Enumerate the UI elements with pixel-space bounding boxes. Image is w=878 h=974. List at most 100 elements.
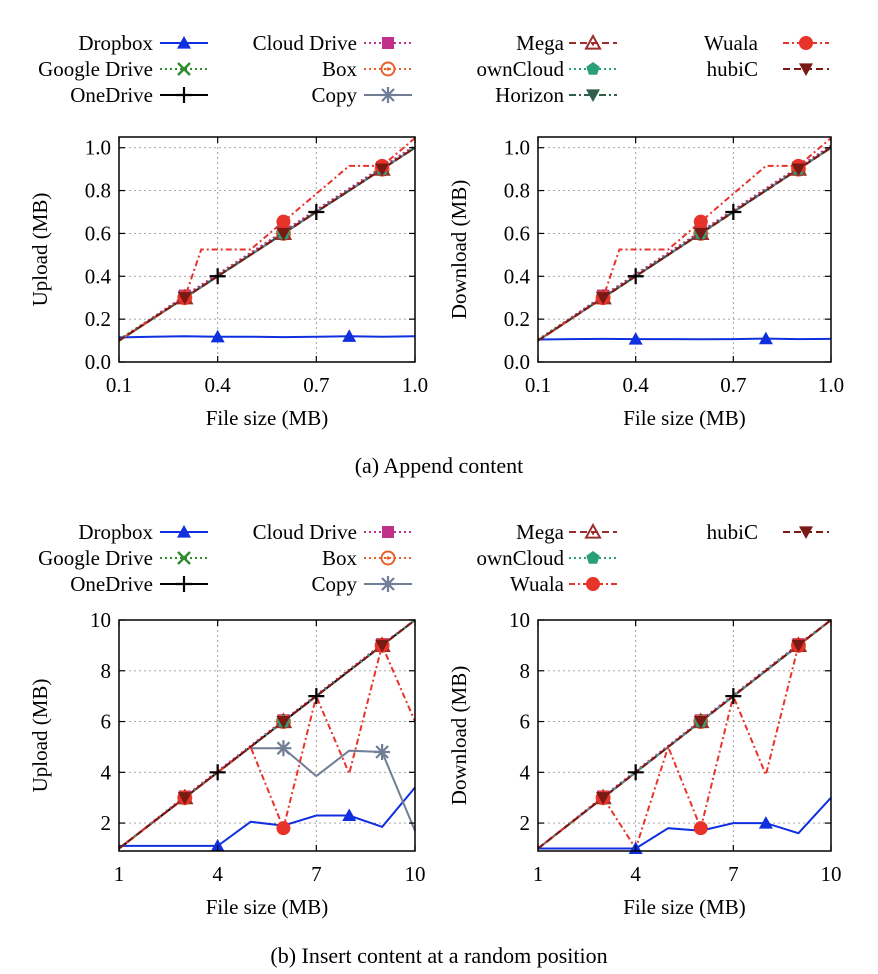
legend-label: OneDrive bbox=[70, 83, 153, 107]
data-point-onedrive bbox=[308, 688, 325, 705]
chart-panel-1: 0.1 0.4 0.7 1.0 0.0 0.2 0.4 0.6 0.8 1.0 File size … bbox=[28, 31, 829, 430]
legend-label: OneDrive bbox=[70, 572, 153, 596]
series-line-hubic bbox=[537, 146, 832, 342]
legend-marker-shape bbox=[586, 89, 600, 102]
legend-marker-dot bbox=[386, 67, 390, 71]
legend-marker bbox=[176, 87, 192, 103]
x-axis-label: File size (MB) bbox=[206, 895, 328, 919]
data-point-onedrive bbox=[627, 764, 644, 781]
legend-label: Mega bbox=[516, 31, 564, 55]
series-line-dropbox bbox=[119, 786, 416, 847]
x-tick-label: 10 bbox=[405, 862, 426, 886]
series-markers bbox=[176, 158, 391, 343]
data-point-hubic-shape bbox=[693, 227, 708, 241]
data-point-copy-shape bbox=[374, 744, 391, 760]
y-tick-label: 0.0 bbox=[504, 350, 530, 374]
legend-entry-dropbox: Dropbox bbox=[78, 31, 208, 55]
data-point-hubic-shape bbox=[596, 792, 611, 805]
legend-entry-dropbox: Dropbox bbox=[78, 520, 208, 544]
series-line-hubic bbox=[118, 619, 416, 850]
legend-marker-shape bbox=[586, 551, 600, 564]
legend-marker bbox=[380, 550, 396, 566]
chart-panel-4: 1 4 7 10 2 4 6 8 10 File size (MB) Download (MB) bbox=[447, 608, 842, 919]
x-tick-label: 1.0 bbox=[818, 373, 844, 397]
legend-label: Box bbox=[322, 546, 358, 570]
y-tick-label: 10 bbox=[509, 608, 530, 632]
data-point-hubic bbox=[276, 227, 291, 241]
y-tick-label: 0.2 bbox=[85, 307, 111, 331]
legend-label: ownCloud bbox=[476, 57, 564, 81]
legend-entry-google-drive: Google Drive bbox=[38, 57, 208, 81]
series-markers bbox=[176, 636, 391, 852]
legend-entry-onedrive: OneDrive bbox=[70, 83, 208, 107]
legend-label: Wuala bbox=[510, 572, 565, 596]
y-tick-label: 0.4 bbox=[85, 264, 112, 288]
legend-marker-shape bbox=[584, 33, 602, 50]
plot-frame bbox=[118, 619, 416, 852]
gridlines bbox=[537, 137, 832, 363]
legend-marker bbox=[177, 551, 191, 565]
data-point-hubic bbox=[693, 715, 708, 729]
legend-marker-shape bbox=[380, 550, 396, 566]
data-point-wuala-shape bbox=[276, 214, 291, 229]
legend-entry-owncloud: ownCloud bbox=[476, 57, 617, 81]
legend-entry-wuala: Wuala bbox=[510, 572, 617, 596]
data-point-onedrive-shape bbox=[209, 764, 226, 781]
legend-marker-shape bbox=[380, 61, 396, 77]
y-tick-label: 4 bbox=[520, 760, 531, 784]
legend-marker bbox=[382, 526, 394, 538]
data-point-hubic bbox=[276, 715, 291, 729]
series-lines bbox=[537, 619, 832, 851]
data-point-onedrive bbox=[725, 204, 742, 220]
x-tick-label: 1 bbox=[114, 862, 125, 886]
legend-marker-shape bbox=[382, 526, 394, 538]
series-line-dropbox bbox=[538, 797, 832, 850]
series-markers bbox=[594, 158, 808, 345]
data-point-hubic-shape bbox=[375, 639, 390, 653]
data-point-hubic bbox=[177, 292, 192, 305]
legend-marker bbox=[586, 577, 600, 591]
legend-entry-mega: Mega bbox=[516, 520, 617, 544]
gridlines bbox=[118, 137, 416, 363]
legend-marker bbox=[799, 63, 813, 76]
x-axis-label: File size (MB) bbox=[623, 895, 745, 919]
data-point-onedrive-shape bbox=[209, 268, 226, 285]
chart-panel-2: 0.1 0.4 0.7 1.0 0.0 0.2 0.4 0.6 0.8 1.0 File size … bbox=[447, 136, 844, 430]
series-line-dropbox bbox=[118, 335, 416, 339]
x-tick-label: 0.1 bbox=[525, 373, 551, 397]
data-point-hubic-shape bbox=[791, 163, 806, 177]
data-point-onedrive-shape bbox=[308, 204, 325, 220]
data-point-wuala-shape bbox=[693, 821, 708, 836]
data-point-hubic bbox=[791, 163, 806, 177]
x-tick-label: 1 bbox=[533, 862, 544, 886]
legend-marker bbox=[799, 526, 813, 539]
legend-marker-shape bbox=[176, 87, 192, 103]
y-tick-label: 4 bbox=[101, 760, 112, 784]
y-tick-label: 1.0 bbox=[85, 136, 111, 160]
legend-entry-wuala: Wuala bbox=[704, 31, 829, 55]
x-tick-label: 4 bbox=[212, 862, 223, 886]
charts-layer: 0.1 0.4 0.7 1.0 0.0 0.2 0.4 0.6 0.8 1.0 File size … bbox=[28, 31, 844, 919]
x-tick-label: 7 bbox=[728, 862, 739, 886]
legend-entry-horizon: Horizon bbox=[495, 83, 617, 107]
legend-marker-shape bbox=[177, 62, 191, 76]
legend-marker bbox=[799, 36, 813, 50]
y-tick-label: 2 bbox=[101, 811, 112, 835]
legend-label: hubiC bbox=[707, 57, 758, 81]
data-point-dropbox bbox=[628, 332, 643, 345]
data-point-hubic bbox=[375, 163, 390, 177]
x-tick-label: 1.0 bbox=[402, 373, 428, 397]
data-point-dropbox-shape bbox=[342, 329, 357, 342]
series-line-wuala bbox=[537, 137, 832, 342]
series-line-dropbox bbox=[537, 337, 832, 341]
legend-entry-box: Box bbox=[322, 546, 412, 570]
x-tick-label: 4 bbox=[630, 862, 641, 886]
legend-label: Wuala bbox=[704, 31, 759, 55]
data-point-onedrive-shape bbox=[627, 764, 644, 781]
data-point-hubic bbox=[693, 227, 708, 241]
legend-label: Horizon bbox=[495, 83, 564, 107]
legend-entry-onedrive: OneDrive bbox=[70, 572, 208, 596]
